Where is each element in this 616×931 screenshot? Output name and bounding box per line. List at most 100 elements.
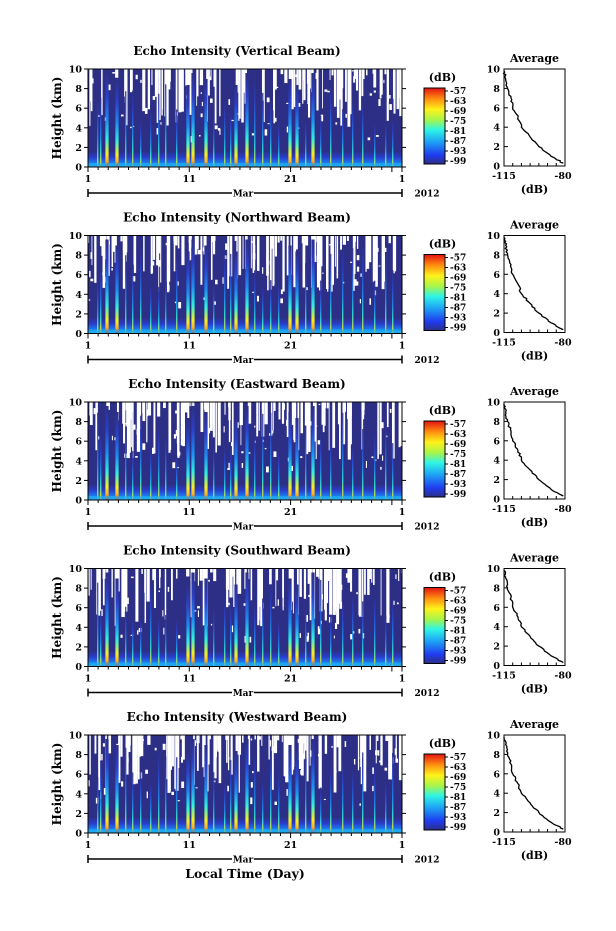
heatmap-gap — [313, 235, 317, 262]
heatmap-gap — [241, 69, 244, 123]
profile-frame — [503, 235, 566, 333]
heatmap-gap — [257, 735, 260, 772]
heatmap-gap — [111, 235, 115, 252]
colorbar-tick-label: -87 — [450, 470, 466, 480]
heatmap-streak — [330, 436, 332, 500]
heatmap-gap-speck — [282, 403, 285, 410]
heatmap-gap — [132, 735, 136, 785]
heatmap-gap — [226, 735, 228, 763]
heatmap-gap-speck — [127, 597, 129, 604]
heatmap-gap — [154, 69, 158, 97]
heatmap-gap — [300, 735, 304, 776]
heatmap-gap — [235, 69, 239, 93]
profile-y-tick-label: 10 — [487, 398, 501, 409]
heatmap-gap — [306, 735, 309, 782]
heatmap-streak — [330, 253, 332, 334]
heatmap-streak — [97, 279, 99, 334]
heatmap-surface-band — [88, 662, 402, 667]
heatmap-gap-speck — [277, 599, 279, 606]
heatmap-gap-speck — [135, 456, 138, 458]
heatmap-gap — [391, 402, 395, 459]
heatmap-gap — [293, 235, 297, 288]
heatmap-streak — [385, 422, 387, 500]
heatmap-gap-speck — [395, 574, 397, 580]
y-tick-label: 2 — [75, 809, 82, 820]
heatmap-gap — [357, 735, 360, 771]
heatmap-gap — [368, 568, 372, 580]
heatmap-spike — [115, 578, 119, 667]
heatmap-streak — [150, 284, 152, 334]
heatmap-gap — [354, 235, 356, 275]
chart-title: Echo Intensity (Eastward Beam) — [128, 377, 345, 391]
heatmap-gap-speck — [240, 410, 243, 414]
heatmap-gap — [256, 402, 259, 437]
heatmap-gap — [156, 235, 159, 266]
profile-frame — [503, 734, 566, 833]
heatmap-gap — [276, 735, 280, 741]
heatmap-gap — [145, 568, 146, 576]
heatmap-spike — [311, 406, 315, 500]
y-tick-label: 2 — [75, 309, 82, 320]
heatmap-gap — [208, 69, 210, 96]
x-tick-label: 1 — [399, 840, 406, 851]
heatmap-streak — [362, 752, 364, 833]
heatmap-spike — [191, 739, 195, 833]
profile-y-tick-label: 8 — [493, 417, 500, 428]
heatmap-streak — [352, 248, 354, 334]
heatmap-gap-speck — [393, 444, 395, 450]
panel-4: Echo Intensity (Southward Beam)0246810He… — [50, 544, 572, 700]
heatmap-streak — [100, 760, 102, 833]
heatmap-streak — [385, 616, 387, 667]
heatmap-gap-speck — [88, 780, 90, 787]
heatmap-gap-speck — [89, 270, 91, 278]
heatmap-gap — [104, 235, 107, 260]
y-tick-label: 8 — [75, 84, 82, 95]
heatmap-gap — [310, 568, 312, 585]
heatmap-streak — [224, 101, 226, 167]
heatmap-gap — [363, 735, 367, 766]
heatmap-streak — [125, 747, 127, 833]
heatmap-gap-speck — [306, 287, 308, 291]
heatmap-gap — [391, 735, 393, 780]
heatmap-gap — [89, 69, 91, 126]
y-tick-label: 4 — [75, 123, 82, 134]
heatmap-gap-speck — [227, 785, 229, 792]
heatmap-gap — [273, 735, 278, 754]
heatmap-gap — [361, 568, 364, 617]
heatmap-gap — [369, 735, 371, 750]
heatmap-gap — [257, 568, 260, 626]
heatmap-gap — [303, 69, 306, 101]
heatmap-gap — [129, 402, 131, 453]
heatmap-gap — [326, 402, 329, 409]
heatmap-streak — [254, 755, 256, 833]
heatmap-streak — [140, 246, 142, 334]
heatmap-streak — [176, 619, 178, 667]
heatmap-gap — [232, 402, 234, 443]
heatmap-gap-speck — [356, 281, 359, 286]
heatmap-spike — [311, 739, 315, 833]
heatmap-gap — [316, 568, 320, 577]
heatmap-gap — [316, 235, 318, 243]
colorbar-tick-label: -87 — [450, 803, 466, 813]
heatmap-streak — [213, 772, 215, 833]
heatmap-streak — [262, 92, 264, 167]
heatmap-streak — [374, 280, 376, 334]
heatmap-gap — [281, 402, 285, 424]
heatmap-gap — [234, 235, 238, 241]
heatmap-streak — [270, 585, 272, 667]
heatmap-gap — [229, 568, 233, 598]
heatmap-gap — [270, 402, 273, 436]
y-tick-label: 2 — [75, 476, 82, 487]
heatmap-gap — [238, 735, 240, 793]
heatmap-gap-speck — [277, 236, 280, 243]
heatmap-gap — [89, 402, 93, 425]
heatmap-gap-speck — [378, 265, 381, 267]
heatmap-gap-speck — [334, 622, 338, 629]
heatmap-gap — [186, 568, 190, 577]
heatmap-gap — [217, 402, 221, 446]
heatmap-gap — [375, 735, 377, 764]
colorbar-tick-label: -63 — [450, 97, 466, 107]
heatmap-gap-speck — [269, 740, 272, 747]
heatmap-gap — [166, 735, 168, 780]
heatmap-gap-speck — [146, 791, 148, 799]
